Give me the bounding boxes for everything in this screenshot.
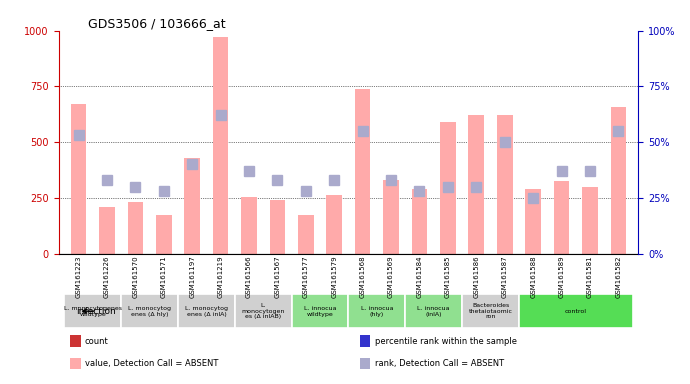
Bar xyxy=(70,358,81,369)
Bar xyxy=(235,295,292,328)
Text: count: count xyxy=(85,337,108,346)
Bar xyxy=(156,215,172,253)
Text: GSM161581: GSM161581 xyxy=(587,255,593,298)
Text: L. innocua
(hly): L. innocua (hly) xyxy=(361,306,393,316)
Bar xyxy=(525,189,541,253)
Text: GSM161570: GSM161570 xyxy=(132,255,139,298)
Text: GSM161226: GSM161226 xyxy=(104,255,110,298)
Text: control: control xyxy=(564,309,586,314)
Text: GSM161579: GSM161579 xyxy=(331,255,337,298)
Bar xyxy=(70,336,81,347)
Text: GSM161197: GSM161197 xyxy=(189,255,195,298)
Text: GSM161567: GSM161567 xyxy=(275,255,280,298)
Bar xyxy=(298,215,314,253)
Bar xyxy=(355,89,371,253)
Text: GSM161589: GSM161589 xyxy=(558,255,564,298)
Bar xyxy=(128,202,144,253)
Bar xyxy=(440,122,455,253)
Text: L. innocua
(inlA): L. innocua (inlA) xyxy=(417,306,450,316)
Text: infection: infection xyxy=(77,307,116,316)
Bar xyxy=(99,207,115,253)
Bar xyxy=(326,195,342,253)
Text: L.
monocytogen
es (Δ inlAB): L. monocytogen es (Δ inlAB) xyxy=(241,303,285,319)
Text: L. monocytogenes
wildtype: L. monocytogenes wildtype xyxy=(63,306,121,316)
Bar xyxy=(64,295,121,328)
Bar xyxy=(383,180,399,253)
Bar xyxy=(178,295,235,328)
Text: GSM161569: GSM161569 xyxy=(388,255,394,298)
Text: GSM161585: GSM161585 xyxy=(445,255,451,298)
Bar xyxy=(469,116,484,253)
Bar xyxy=(121,295,178,328)
Text: GSM161223: GSM161223 xyxy=(75,255,81,298)
Text: GSM161587: GSM161587 xyxy=(502,255,508,298)
Text: rank, Detection Call = ABSENT: rank, Detection Call = ABSENT xyxy=(375,359,504,368)
Bar xyxy=(213,37,228,253)
Bar xyxy=(519,295,633,328)
Text: GSM161577: GSM161577 xyxy=(303,255,309,298)
Text: value, Detection Call = ABSENT: value, Detection Call = ABSENT xyxy=(85,359,218,368)
Text: Bacteroides
thetaiotaomic
ron: Bacteroides thetaiotaomic ron xyxy=(469,303,513,319)
Bar xyxy=(292,295,348,328)
Bar xyxy=(360,358,371,369)
Bar xyxy=(462,295,519,328)
Bar xyxy=(71,104,86,253)
Bar xyxy=(554,181,569,253)
Text: GSM161586: GSM161586 xyxy=(473,255,480,298)
Text: L. innocua
wildtype: L. innocua wildtype xyxy=(304,306,336,316)
Bar xyxy=(582,187,598,253)
Text: GSM161571: GSM161571 xyxy=(161,255,167,298)
Bar xyxy=(270,200,285,253)
Bar xyxy=(412,189,427,253)
Text: GSM161568: GSM161568 xyxy=(359,255,366,298)
Bar xyxy=(241,197,257,253)
Text: GSM161582: GSM161582 xyxy=(615,255,622,298)
Bar xyxy=(405,295,462,328)
Text: GSM161588: GSM161588 xyxy=(530,255,536,298)
Bar xyxy=(348,295,405,328)
Text: percentile rank within the sample: percentile rank within the sample xyxy=(375,337,517,346)
Text: GDS3506 / 103666_at: GDS3506 / 103666_at xyxy=(88,17,225,30)
Text: L. monocytog
enes (Δ hly): L. monocytog enes (Δ hly) xyxy=(128,306,171,316)
Bar xyxy=(497,116,513,253)
Text: L. monocytog
enes (Δ inlA): L. monocytog enes (Δ inlA) xyxy=(185,306,228,316)
Text: GSM161219: GSM161219 xyxy=(217,255,224,298)
Text: GSM161584: GSM161584 xyxy=(417,255,422,298)
Bar xyxy=(360,336,371,347)
Bar xyxy=(611,106,627,253)
Text: GSM161566: GSM161566 xyxy=(246,255,252,298)
Bar xyxy=(184,158,200,253)
